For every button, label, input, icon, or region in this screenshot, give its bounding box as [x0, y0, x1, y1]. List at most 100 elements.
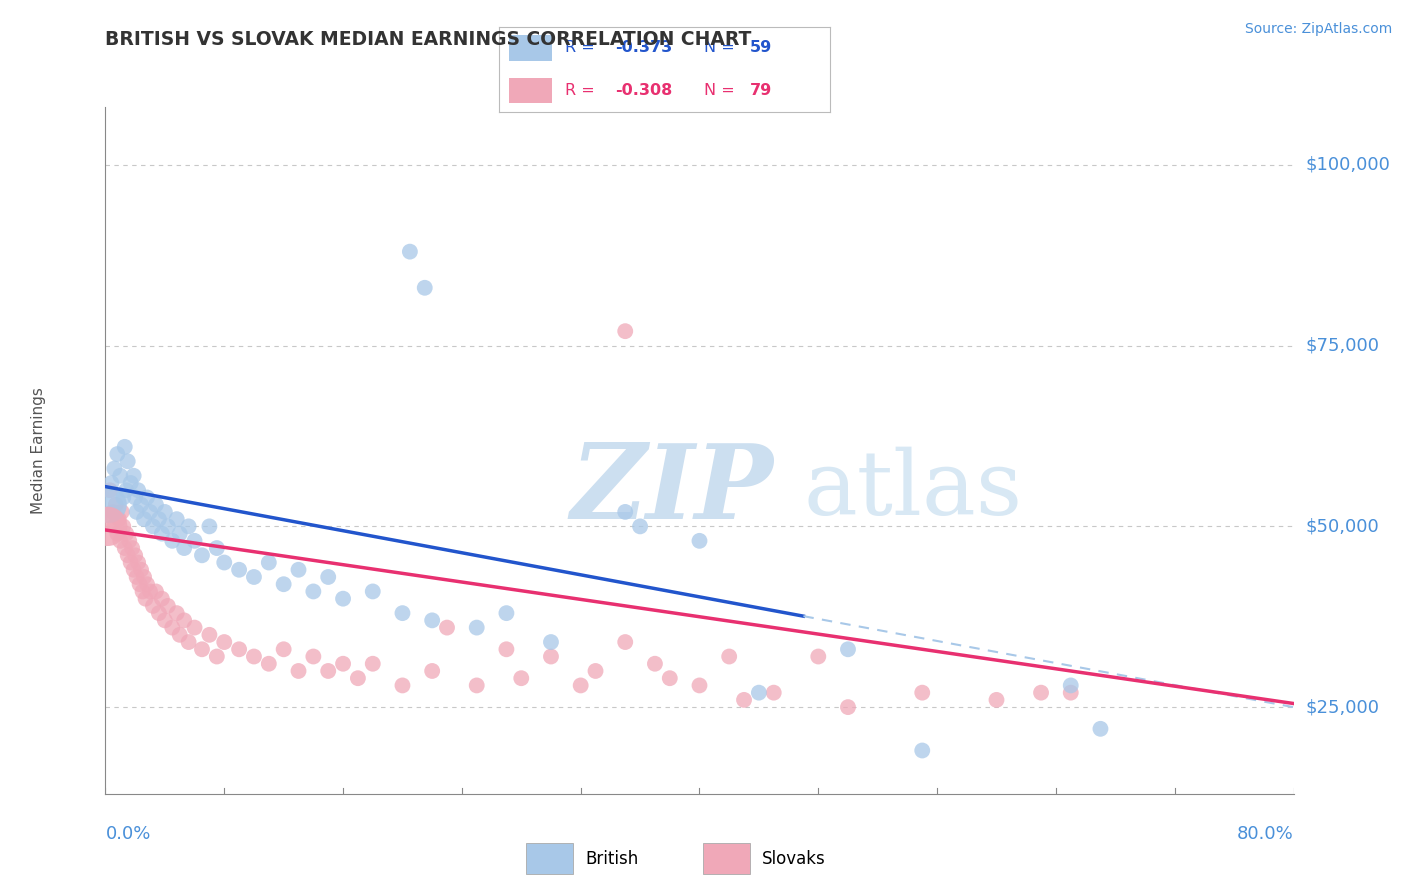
Point	[198, 628, 221, 642]
Point	[214, 635, 236, 649]
Point	[807, 649, 830, 664]
Point	[115, 483, 138, 498]
Bar	[509, 78, 553, 103]
Point	[142, 599, 165, 613]
Point	[115, 526, 138, 541]
Point	[177, 635, 200, 649]
Text: Slovaks: Slovaks	[762, 849, 825, 868]
Text: British: British	[585, 849, 638, 868]
Point	[100, 475, 122, 490]
Point	[125, 570, 148, 584]
Point	[124, 549, 146, 563]
Point	[183, 533, 205, 548]
Point	[145, 498, 167, 512]
Point	[112, 519, 135, 533]
Point	[156, 599, 179, 613]
Text: 0.0%: 0.0%	[105, 825, 150, 843]
Point	[243, 570, 266, 584]
Point	[121, 541, 143, 555]
Point	[205, 541, 228, 555]
Point	[108, 512, 131, 526]
Point	[150, 526, 173, 541]
Point	[198, 519, 221, 533]
Point	[762, 686, 785, 700]
Point	[243, 649, 266, 664]
Point	[124, 491, 146, 505]
Point	[689, 533, 711, 548]
Point	[911, 743, 934, 757]
Point	[273, 577, 295, 591]
Point	[316, 570, 339, 584]
Text: ZIP: ZIP	[571, 440, 773, 541]
Point	[110, 533, 132, 548]
Bar	[526, 843, 574, 874]
Point	[614, 324, 637, 338]
Point	[614, 505, 637, 519]
Point	[173, 541, 195, 555]
Point	[166, 606, 188, 620]
Point	[228, 563, 250, 577]
Point	[540, 635, 562, 649]
Point	[112, 491, 135, 505]
Point	[142, 519, 165, 533]
Point	[510, 671, 533, 685]
Point	[911, 686, 934, 700]
Point	[347, 671, 370, 685]
Point	[103, 519, 125, 533]
Point	[718, 649, 741, 664]
Point	[103, 461, 125, 475]
Point	[465, 678, 488, 692]
Point	[733, 693, 755, 707]
Point	[257, 556, 280, 570]
Point	[162, 533, 184, 548]
Point	[413, 281, 436, 295]
Point	[132, 570, 155, 584]
Point	[145, 584, 167, 599]
Point	[131, 584, 153, 599]
Point	[120, 475, 142, 490]
Point	[127, 556, 149, 570]
Point	[117, 454, 139, 468]
Point	[391, 678, 413, 692]
Text: $100,000: $100,000	[1305, 156, 1391, 174]
Point	[173, 613, 195, 627]
Point	[399, 244, 422, 259]
Text: 80.0%: 80.0%	[1237, 825, 1294, 843]
Point	[110, 468, 132, 483]
Point	[495, 606, 517, 620]
Point	[111, 505, 134, 519]
Point	[135, 591, 157, 606]
Bar	[703, 843, 751, 874]
Point	[169, 526, 191, 541]
Point	[129, 498, 152, 512]
Point	[986, 693, 1008, 707]
Point	[273, 642, 295, 657]
Point	[420, 664, 443, 678]
Point	[540, 649, 562, 664]
Point	[105, 526, 128, 541]
Point	[302, 584, 325, 599]
Point	[162, 621, 184, 635]
Point	[1090, 722, 1112, 736]
Point	[495, 642, 517, 657]
Point	[191, 549, 214, 563]
Text: R =: R =	[565, 40, 600, 55]
Point	[465, 621, 488, 635]
Point	[837, 642, 859, 657]
Point	[644, 657, 666, 671]
Point	[361, 657, 384, 671]
Point	[129, 563, 152, 577]
Text: N =: N =	[704, 83, 740, 98]
Point	[136, 577, 159, 591]
Point	[420, 613, 443, 627]
Text: 59: 59	[751, 40, 772, 55]
Point	[391, 606, 413, 620]
Point	[585, 664, 607, 678]
Point	[748, 686, 770, 700]
Point	[332, 591, 354, 606]
Point	[287, 664, 309, 678]
Point	[183, 621, 205, 635]
Point	[302, 649, 325, 664]
Point	[97, 519, 120, 533]
Point	[118, 533, 141, 548]
